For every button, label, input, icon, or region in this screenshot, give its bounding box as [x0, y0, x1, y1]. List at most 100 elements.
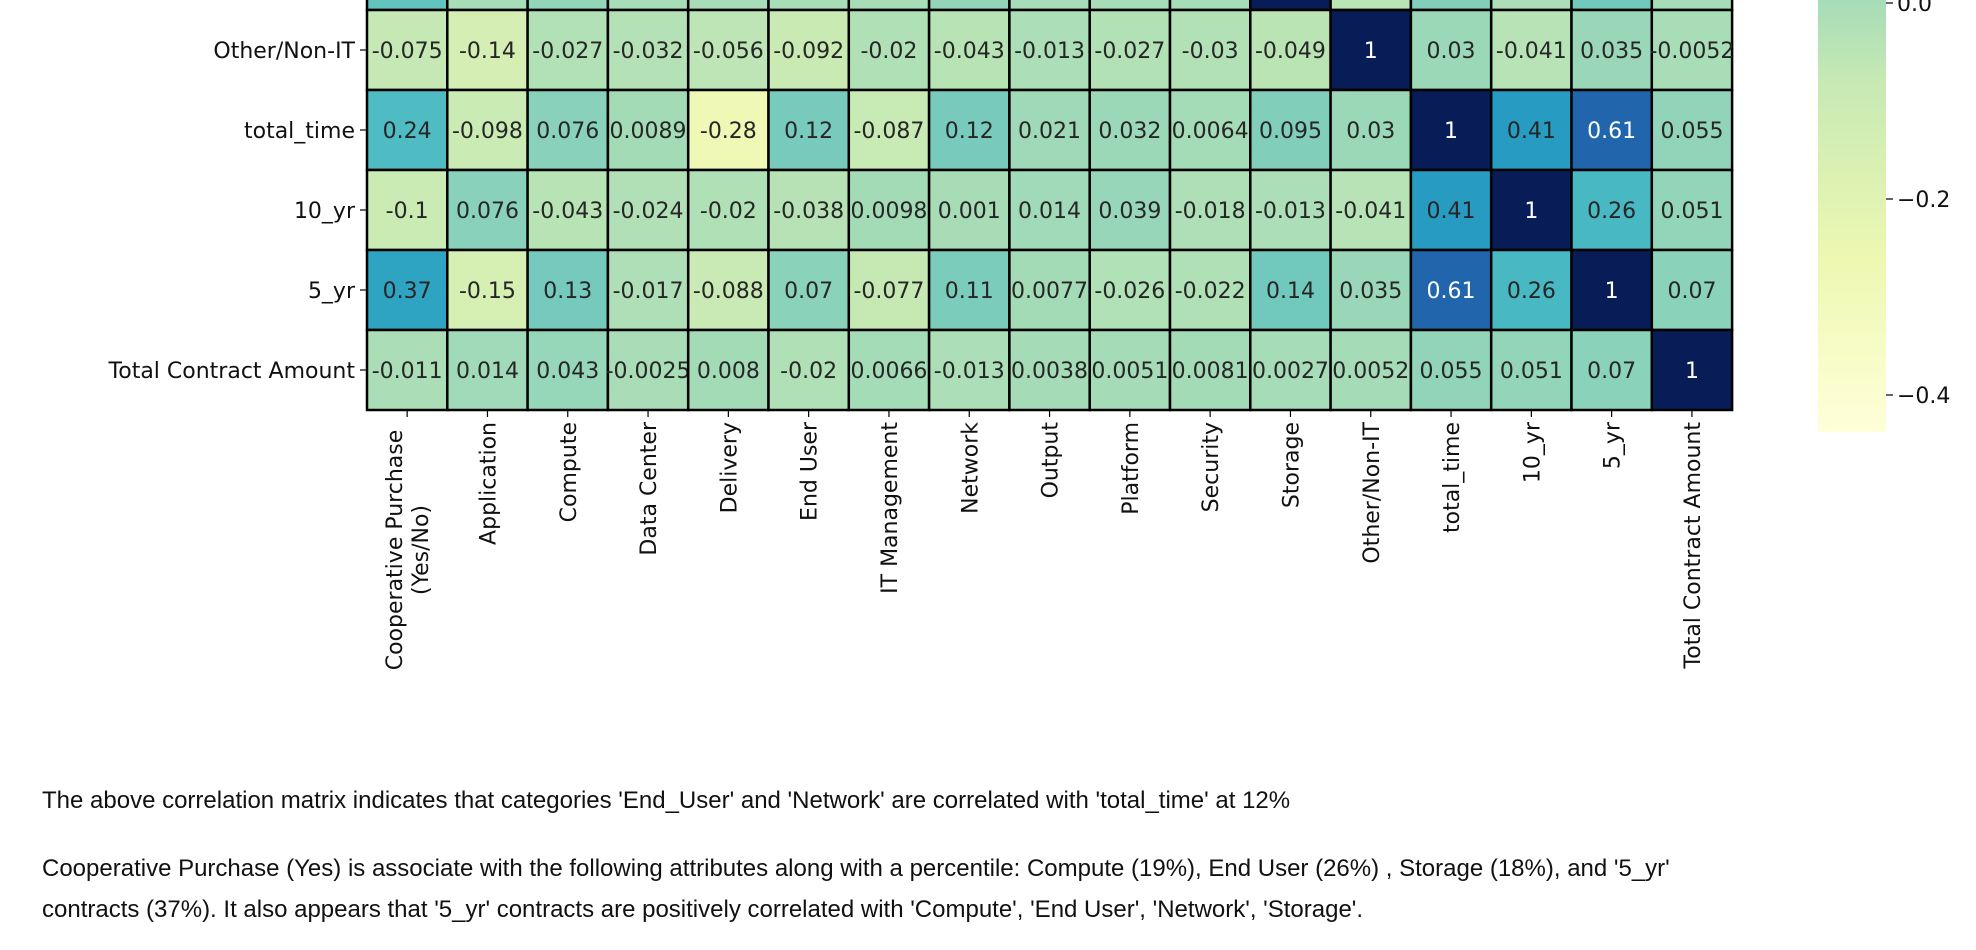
cell-annotation: 0.37 [383, 279, 432, 304]
heatmap-cell [1409, 168, 1493, 252]
cell-annotation: 0.055 [1660, 119, 1723, 144]
heatmap-cell [767, 168, 851, 252]
cell-annotation: -0.03 [1182, 39, 1239, 64]
y-tick-label: 10_yr [294, 199, 356, 224]
heatmap-cell [446, 8, 529, 92]
heatmap-cell [446, 168, 529, 252]
analysis-notes: The above correlation matrix indicates t… [42, 780, 1670, 930]
heatmap-cell-partial [1329, 0, 1413, 12]
y-tick-label: Other/Non-IT [213, 39, 355, 64]
x-tick-label: Total Contract Amount [1681, 422, 1706, 670]
x-tick-label: Platform [1119, 422, 1144, 515]
heatmap-cell-partial [686, 0, 770, 12]
cell-annotation: -0.041 [1496, 39, 1567, 64]
cell-annotation: 0.0089 [610, 119, 687, 144]
x-tick-label: Storage [1279, 422, 1304, 508]
cell-annotation: 1 [1364, 39, 1378, 64]
colorbar-tick-label: −0.2 [1897, 188, 1950, 213]
heatmap-cell-partial [1570, 0, 1654, 12]
cell-annotation: -0.013 [1014, 39, 1085, 64]
cell-annotation: 0.039 [1098, 199, 1161, 224]
x-tick-label: total_time [1440, 422, 1465, 533]
cell-annotation: 0.0064 [1172, 119, 1249, 144]
cell-annotation: -0.027 [1094, 39, 1165, 64]
cell-annotation: 0.0077 [1011, 279, 1088, 304]
cell-annotation: 0.095 [1259, 119, 1322, 144]
cell-annotation: 0.043 [536, 359, 599, 384]
cell-annotation: 0.07 [1587, 359, 1636, 384]
heatmap-cell [1008, 248, 1091, 332]
cell-annotation: 0.055 [1420, 359, 1483, 384]
x-tick-label: Application [476, 422, 501, 545]
heatmap-cell [1650, 8, 1734, 92]
cell-annotation: 0.41 [1427, 199, 1476, 224]
heatmap-cell [1570, 8, 1654, 92]
cell-annotation: -0.077 [853, 279, 924, 304]
cell-annotation: 0.014 [1018, 199, 1081, 224]
colorbar-tick-label: −0.4 [1897, 384, 1950, 409]
cell-annotation: -0.088 [693, 279, 764, 304]
cell-annotation: 0.61 [1587, 119, 1636, 144]
cell-annotation: -0.022 [1175, 279, 1246, 304]
cell-annotation: -0.027 [532, 39, 603, 64]
x-tick-label: Security [1199, 422, 1224, 512]
x-tick-label: Data Center [637, 421, 662, 556]
heatmap-cell-partial [1088, 0, 1172, 12]
heatmap-cell-partial [847, 0, 931, 12]
cell-annotation: -0.043 [934, 39, 1005, 64]
cell-annotation: 0.03 [1427, 39, 1476, 64]
heatmap-cell-partial [365, 0, 449, 12]
cell-annotation: 0.24 [383, 119, 432, 144]
cell-annotation: 0.0027 [1252, 359, 1329, 384]
heatmap-cell [1650, 248, 1734, 332]
heatmap-cell [446, 88, 529, 172]
cell-annotation: 0.61 [1427, 279, 1476, 304]
cell-annotation: -0.0052 [1649, 39, 1734, 64]
cell-annotation: -0.038 [773, 199, 844, 224]
cell-annotation: 0.07 [784, 279, 833, 304]
x-tick-label: Cooperative Purchase(Yes/No) [383, 430, 434, 671]
heatmap-cell [1249, 88, 1332, 172]
x-tick-label: Network [958, 422, 983, 514]
heatmap-cell [1168, 248, 1252, 332]
cell-annotation: 0.035 [1580, 39, 1643, 64]
cell-annotation: -0.087 [853, 119, 924, 144]
cell-annotation: -0.02 [780, 359, 837, 384]
heatmap-cell [767, 328, 851, 412]
cell-annotation: 0.12 [945, 119, 994, 144]
cell-annotation: -0.092 [773, 39, 844, 64]
heatmap-cell [1489, 88, 1573, 172]
cell-annotation: -0.013 [934, 359, 1005, 384]
cell-annotation: 0.035 [1339, 279, 1402, 304]
heatmap-cell [847, 88, 931, 172]
heatmap-cell [1249, 168, 1332, 252]
heatmap-cell-partial [1008, 0, 1091, 12]
note-paragraph-2-line-2: contracts (37%). It also appears that '5… [42, 896, 1364, 923]
cell-annotation: 0.12 [784, 119, 833, 144]
cell-annotation: 1 [1524, 199, 1538, 224]
heatmap-cell [686, 248, 770, 332]
x-tick-label: Delivery [717, 422, 742, 513]
heatmap-cell [847, 248, 931, 332]
cell-annotation: -0.02 [700, 199, 757, 224]
heatmap-cell [1088, 8, 1172, 92]
heatmap-cell [606, 248, 690, 332]
heatmap-cell [526, 248, 610, 332]
cell-annotation: 0.051 [1660, 199, 1723, 224]
heatmap-cell-partial [927, 0, 1011, 12]
x-tick-label: 5_yr [1601, 421, 1626, 469]
cell-annotation: 0.0038 [1011, 359, 1088, 384]
cell-annotation: 0.26 [1587, 199, 1636, 224]
cell-annotation: -0.018 [1175, 199, 1246, 224]
heatmap-cell-partial [1168, 0, 1252, 12]
cell-annotation: 0.13 [543, 279, 592, 304]
cell-annotation: -0.0025 [606, 359, 691, 384]
cell-annotation: 1 [1685, 359, 1699, 384]
cell-annotation: -0.14 [459, 39, 516, 64]
heatmap-cell [1249, 248, 1332, 332]
cell-annotation: -0.056 [693, 39, 764, 64]
cell-annotation: -0.28 [700, 119, 757, 144]
heatmap-cell [606, 168, 690, 252]
heatmap-cell [1650, 328, 1734, 412]
cell-annotation: -0.098 [452, 119, 523, 144]
